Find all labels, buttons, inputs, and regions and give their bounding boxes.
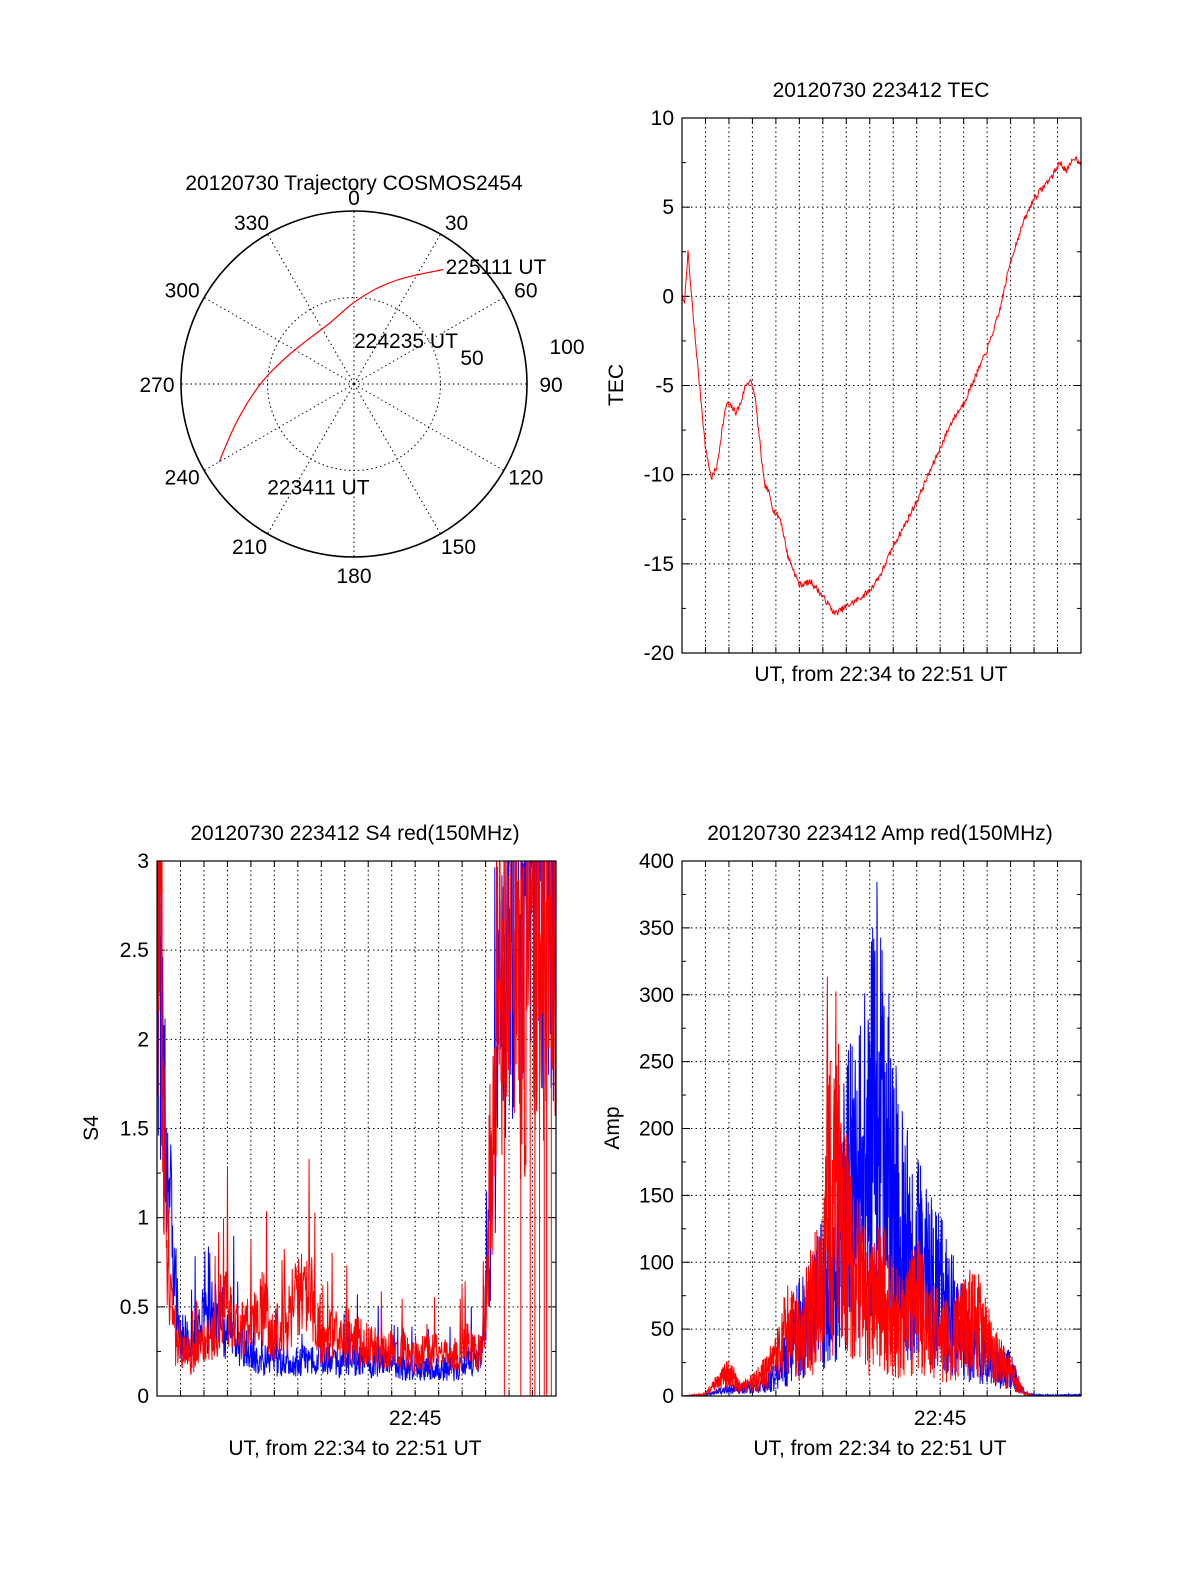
- polar-angle-label: 330: [234, 212, 269, 235]
- polar-spoke: [203, 383, 355, 471]
- polar-trajectory-line: [218, 268, 444, 463]
- y-tick-label: 0: [137, 1385, 149, 1408]
- tec-series-line: [682, 155, 1081, 616]
- plot-frame: [681, 117, 1082, 654]
- polar-angle-label: 240: [165, 467, 200, 490]
- y-tick-label: 400: [639, 850, 674, 873]
- tec-plot: 20120730 223412 TEC 10 5 0 -5 -10 -15 -20 UT, …: [605, 79, 1082, 686]
- y-tick-label: 1: [137, 1207, 149, 1230]
- amp-plot: 20120730 223412 Amp red(150MHz) 400 350 30…: [601, 822, 1082, 1460]
- y-tick-label: 0: [662, 1385, 674, 1408]
- s4-plot: 20120730 223412 S4 red(150MHz) 3 2.5 2 1.5 1…: [80, 822, 557, 1460]
- polar-angle-label: 0: [348, 187, 360, 210]
- y-tick-label: 1.5: [120, 1118, 149, 1141]
- s4-ylabel: S4: [80, 1115, 103, 1141]
- y-tick-label: -5: [655, 375, 674, 398]
- y-tick-label: 0.5: [120, 1296, 149, 1319]
- s4-plot-area: 3 2.5 2 1.5 1 0.5 0 22:45: [120, 850, 557, 1430]
- series-group: [157, 861, 556, 1396]
- polar-annotation: 225111 UT: [446, 256, 547, 279]
- y-tick-label: 50: [651, 1318, 674, 1341]
- y-tick-label: 300: [639, 984, 674, 1007]
- polar-spoke: [267, 233, 355, 385]
- x-tick-label: 22:45: [914, 1407, 967, 1430]
- polar-spoke: [353, 233, 441, 385]
- polar-angle-label: 30: [445, 212, 468, 235]
- s4-xlabel: UT, from 22:34 to 22:51 UT: [228, 1437, 481, 1460]
- polar-labels: 0 30 60 90 120 150 180 210 240 270 300 330 50 100 2251…: [139, 187, 584, 588]
- amp-ylabel: Amp: [601, 1106, 624, 1149]
- polar-radius-label: 50: [460, 347, 483, 370]
- amp-title: 20120730 223412 Amp red(150MHz): [707, 822, 1053, 845]
- polar-spoke: [353, 383, 505, 471]
- s4-series-line: [157, 861, 556, 1375]
- polar-series: [218, 268, 444, 463]
- polar-radius-label: 100: [549, 336, 584, 359]
- polar-spoke: [203, 297, 355, 385]
- y-tick-label: 2: [137, 1028, 149, 1051]
- y-tick-label: 200: [639, 1118, 674, 1141]
- polar-spoke: [267, 383, 355, 535]
- y-tick-label: -20: [644, 642, 674, 665]
- polar-angle-label: 150: [441, 536, 476, 559]
- y-tick-label: 10: [651, 107, 674, 130]
- polar-outer-ring: [180, 210, 528, 558]
- series-group: [682, 881, 1081, 1396]
- polar-annotation: 224235 UT: [354, 330, 458, 353]
- y-tick-label: 0: [662, 285, 674, 308]
- y-tick-label: 100: [639, 1251, 674, 1274]
- y-tick-label: -10: [644, 464, 674, 487]
- polar-angle-label: 60: [514, 280, 537, 303]
- series-group: [682, 155, 1081, 616]
- polar-annotation: 223411 UT: [267, 476, 370, 499]
- polar-angle-label: 120: [508, 467, 543, 490]
- polar-angle-label: 300: [165, 280, 200, 303]
- polar-spoke: [353, 383, 441, 535]
- polar-title: 20120730 Trajectory COSMOS2454: [185, 172, 523, 195]
- polar-angle-label: 270: [139, 374, 174, 397]
- y-tick-label: 350: [639, 917, 674, 940]
- y-tick-label: -15: [644, 553, 674, 576]
- tec-ylabel: TEC: [605, 364, 628, 406]
- plot-frame: [681, 860, 1082, 1397]
- tec-xlabel: UT, from 22:34 to 22:51 UT: [754, 663, 1007, 686]
- y-tick-label: 2.5: [120, 939, 149, 962]
- y-tick-label: 150: [639, 1184, 674, 1207]
- amp-series-line: [682, 976, 1081, 1396]
- plot-frame: [156, 860, 557, 1397]
- polar-grid: [180, 210, 528, 558]
- tec-plot-area: 10 5 0 -5 -10 -15 -20: [644, 107, 1082, 665]
- tec-title: 20120730 223412 TEC: [773, 79, 990, 102]
- polar-angle-label: 210: [232, 536, 267, 559]
- amp-plot-area: 400 350 300 250 200 150 100 50 0 22:45: [639, 850, 1082, 1430]
- amp-xlabel: UT, from 22:34 to 22:51 UT: [753, 1437, 1006, 1460]
- s4-title: 20120730 223412 S4 red(150MHz): [190, 822, 519, 845]
- polar-angle-label: 90: [539, 374, 562, 397]
- y-tick-label: 3: [137, 850, 149, 873]
- polar-trajectory-plot: 20120730 Trajectory COSMOS2454 0 30 60 90 12…: [139, 172, 584, 588]
- x-tick-label: 22:45: [389, 1407, 442, 1430]
- y-tick-label: 250: [639, 1051, 674, 1074]
- polar-angle-label: 180: [336, 565, 371, 588]
- polar-spoke: [353, 297, 505, 385]
- y-tick-label: 5: [662, 196, 674, 219]
